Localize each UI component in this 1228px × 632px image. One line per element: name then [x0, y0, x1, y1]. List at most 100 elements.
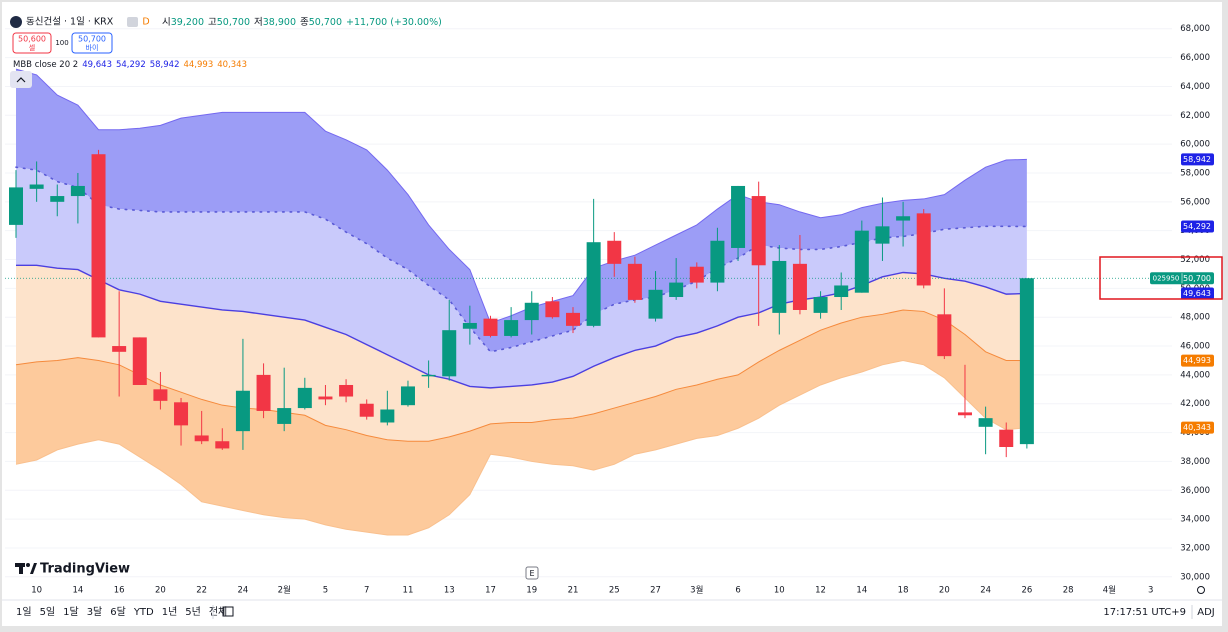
candle-body	[751, 196, 766, 266]
y-tick-label: 64,000	[1180, 82, 1210, 92]
candle-body	[896, 216, 911, 221]
candle-body	[318, 396, 333, 400]
range-button[interactable]: 6달	[110, 606, 126, 618]
watermark: TradingView	[40, 562, 130, 577]
price-label: 54,292	[1183, 222, 1211, 231]
y-tick-label: 46,000	[1180, 342, 1210, 352]
collapse-button[interactable]	[10, 71, 32, 88]
indicator-legend: MBB close 20 2 49,643 54,292 58,942 44,993 40…	[13, 60, 247, 70]
overlay: 동신건설 · 1일 · KRX D 시39,200 고50,700 저38,900 종…	[2, 16, 1223, 619]
range-button[interactable]: 1년	[162, 606, 178, 618]
sell-label: 셀	[29, 44, 35, 52]
ohlc-value: 50,700	[309, 17, 342, 28]
y-tick-label: 38,000	[1180, 457, 1210, 467]
sell-button[interactable]	[12, 32, 52, 54]
candle-body	[937, 314, 952, 357]
candle-body	[132, 337, 147, 385]
y-tick-label: 56,000	[1180, 197, 1210, 207]
x-tick-label: 10	[774, 586, 785, 596]
candle-body	[813, 297, 828, 313]
ohlc-value: 39,200	[171, 17, 204, 28]
price-label-box	[1181, 421, 1214, 434]
candle-body	[50, 196, 65, 202]
y-tick-label: 32,000	[1180, 543, 1210, 553]
price-label-box	[1181, 220, 1214, 233]
candle-body	[545, 301, 560, 318]
x-tick-label: 19	[526, 586, 537, 596]
candle-body	[483, 318, 498, 336]
indicator-value: 40,343	[217, 60, 247, 70]
ohlc-name: 시	[162, 17, 171, 28]
candle-body	[153, 389, 168, 401]
range-button[interactable]: 1달	[63, 606, 79, 618]
y-tick-label: 36,000	[1180, 486, 1210, 496]
candle-body	[215, 441, 230, 449]
spread: 100	[55, 39, 68, 47]
adj-toggle[interactable]: ADJ	[1197, 607, 1215, 618]
symbol-title: 동신건설 · 1일 · KRX	[26, 17, 114, 28]
band-line	[15, 309, 1027, 442]
x-tick-label: 21	[568, 586, 579, 596]
x-tick-label: 25	[609, 586, 620, 596]
band-line	[15, 166, 1028, 353]
indicator-value: 44,993	[183, 60, 213, 70]
settings-icon[interactable]	[1197, 586, 1205, 594]
x-tick-label: 10	[31, 586, 42, 596]
indicator-name: MBB close 20 2	[13, 60, 78, 70]
range-button[interactable]: 5일	[40, 606, 56, 618]
ohlc-change: +11,700 (+30.00%)	[346, 17, 442, 28]
logo-part	[30, 563, 37, 574]
candle-body	[256, 374, 271, 411]
ohlc-legend: 시39,200 고50,700 저38,900 종50,700 +11,700 (+30…	[162, 17, 442, 28]
y-tick-label: 62,000	[1180, 111, 1210, 121]
range-button[interactable]: 5년	[185, 606, 201, 618]
price-label: 49,643	[1183, 289, 1211, 298]
date-range-icon[interactable]	[222, 606, 234, 617]
y-tick-label: 34,000	[1180, 515, 1210, 525]
price-label-box	[1181, 153, 1214, 166]
ohlc-value: 50,700	[217, 17, 250, 28]
buy-button[interactable]	[71, 32, 113, 54]
range-button[interactable]: YTD	[133, 607, 154, 618]
candle-body	[462, 322, 477, 329]
x-tick-label: 22	[196, 586, 207, 596]
y-tick-label: 52,000	[1180, 255, 1210, 265]
y-tick-label: 44,000	[1180, 370, 1210, 380]
candle-body	[524, 302, 539, 321]
indicator-value: 54,292	[116, 60, 146, 70]
candle-body	[380, 409, 395, 423]
buy-price: 50,700	[78, 35, 106, 44]
band-fill	[16, 69, 1027, 352]
x-tick-label: 14	[856, 586, 867, 596]
candle-body	[70, 185, 85, 197]
event-box[interactable]	[525, 566, 539, 580]
candle-body	[504, 320, 519, 336]
candle-body	[339, 384, 354, 397]
candle-body	[29, 184, 44, 189]
y-tick-label: 42,000	[1180, 399, 1210, 409]
candle-body	[689, 266, 704, 283]
last-price-label: 50,700	[1183, 274, 1211, 283]
band-fill	[16, 167, 1027, 388]
ohlc-value: 38,900	[263, 17, 296, 28]
logo-part	[19, 563, 23, 574]
candle-body	[421, 374, 436, 377]
candle-body	[669, 282, 684, 298]
x-tick-label: 28	[1063, 586, 1074, 596]
ohlc-name: 고	[208, 17, 217, 28]
candle-body	[731, 185, 746, 248]
x-tick-label: 7	[364, 586, 369, 596]
candle-body	[916, 213, 931, 286]
buy-label: 바이	[86, 43, 99, 52]
sell-price: 50,600	[18, 35, 46, 44]
range-button[interactable]: 3달	[87, 606, 103, 618]
ticker-label: 025950	[1153, 274, 1180, 282]
x-tick-label: 17	[485, 586, 496, 596]
symbol-icon	[10, 16, 22, 28]
x-tick-label: 5	[323, 586, 328, 596]
range-button[interactable]: 1일	[16, 606, 32, 618]
y-tick-label: 30,000	[1180, 572, 1210, 582]
price-label: 44,993	[1183, 356, 1211, 365]
candle-body	[112, 346, 127, 352]
candle-body	[710, 240, 725, 283]
